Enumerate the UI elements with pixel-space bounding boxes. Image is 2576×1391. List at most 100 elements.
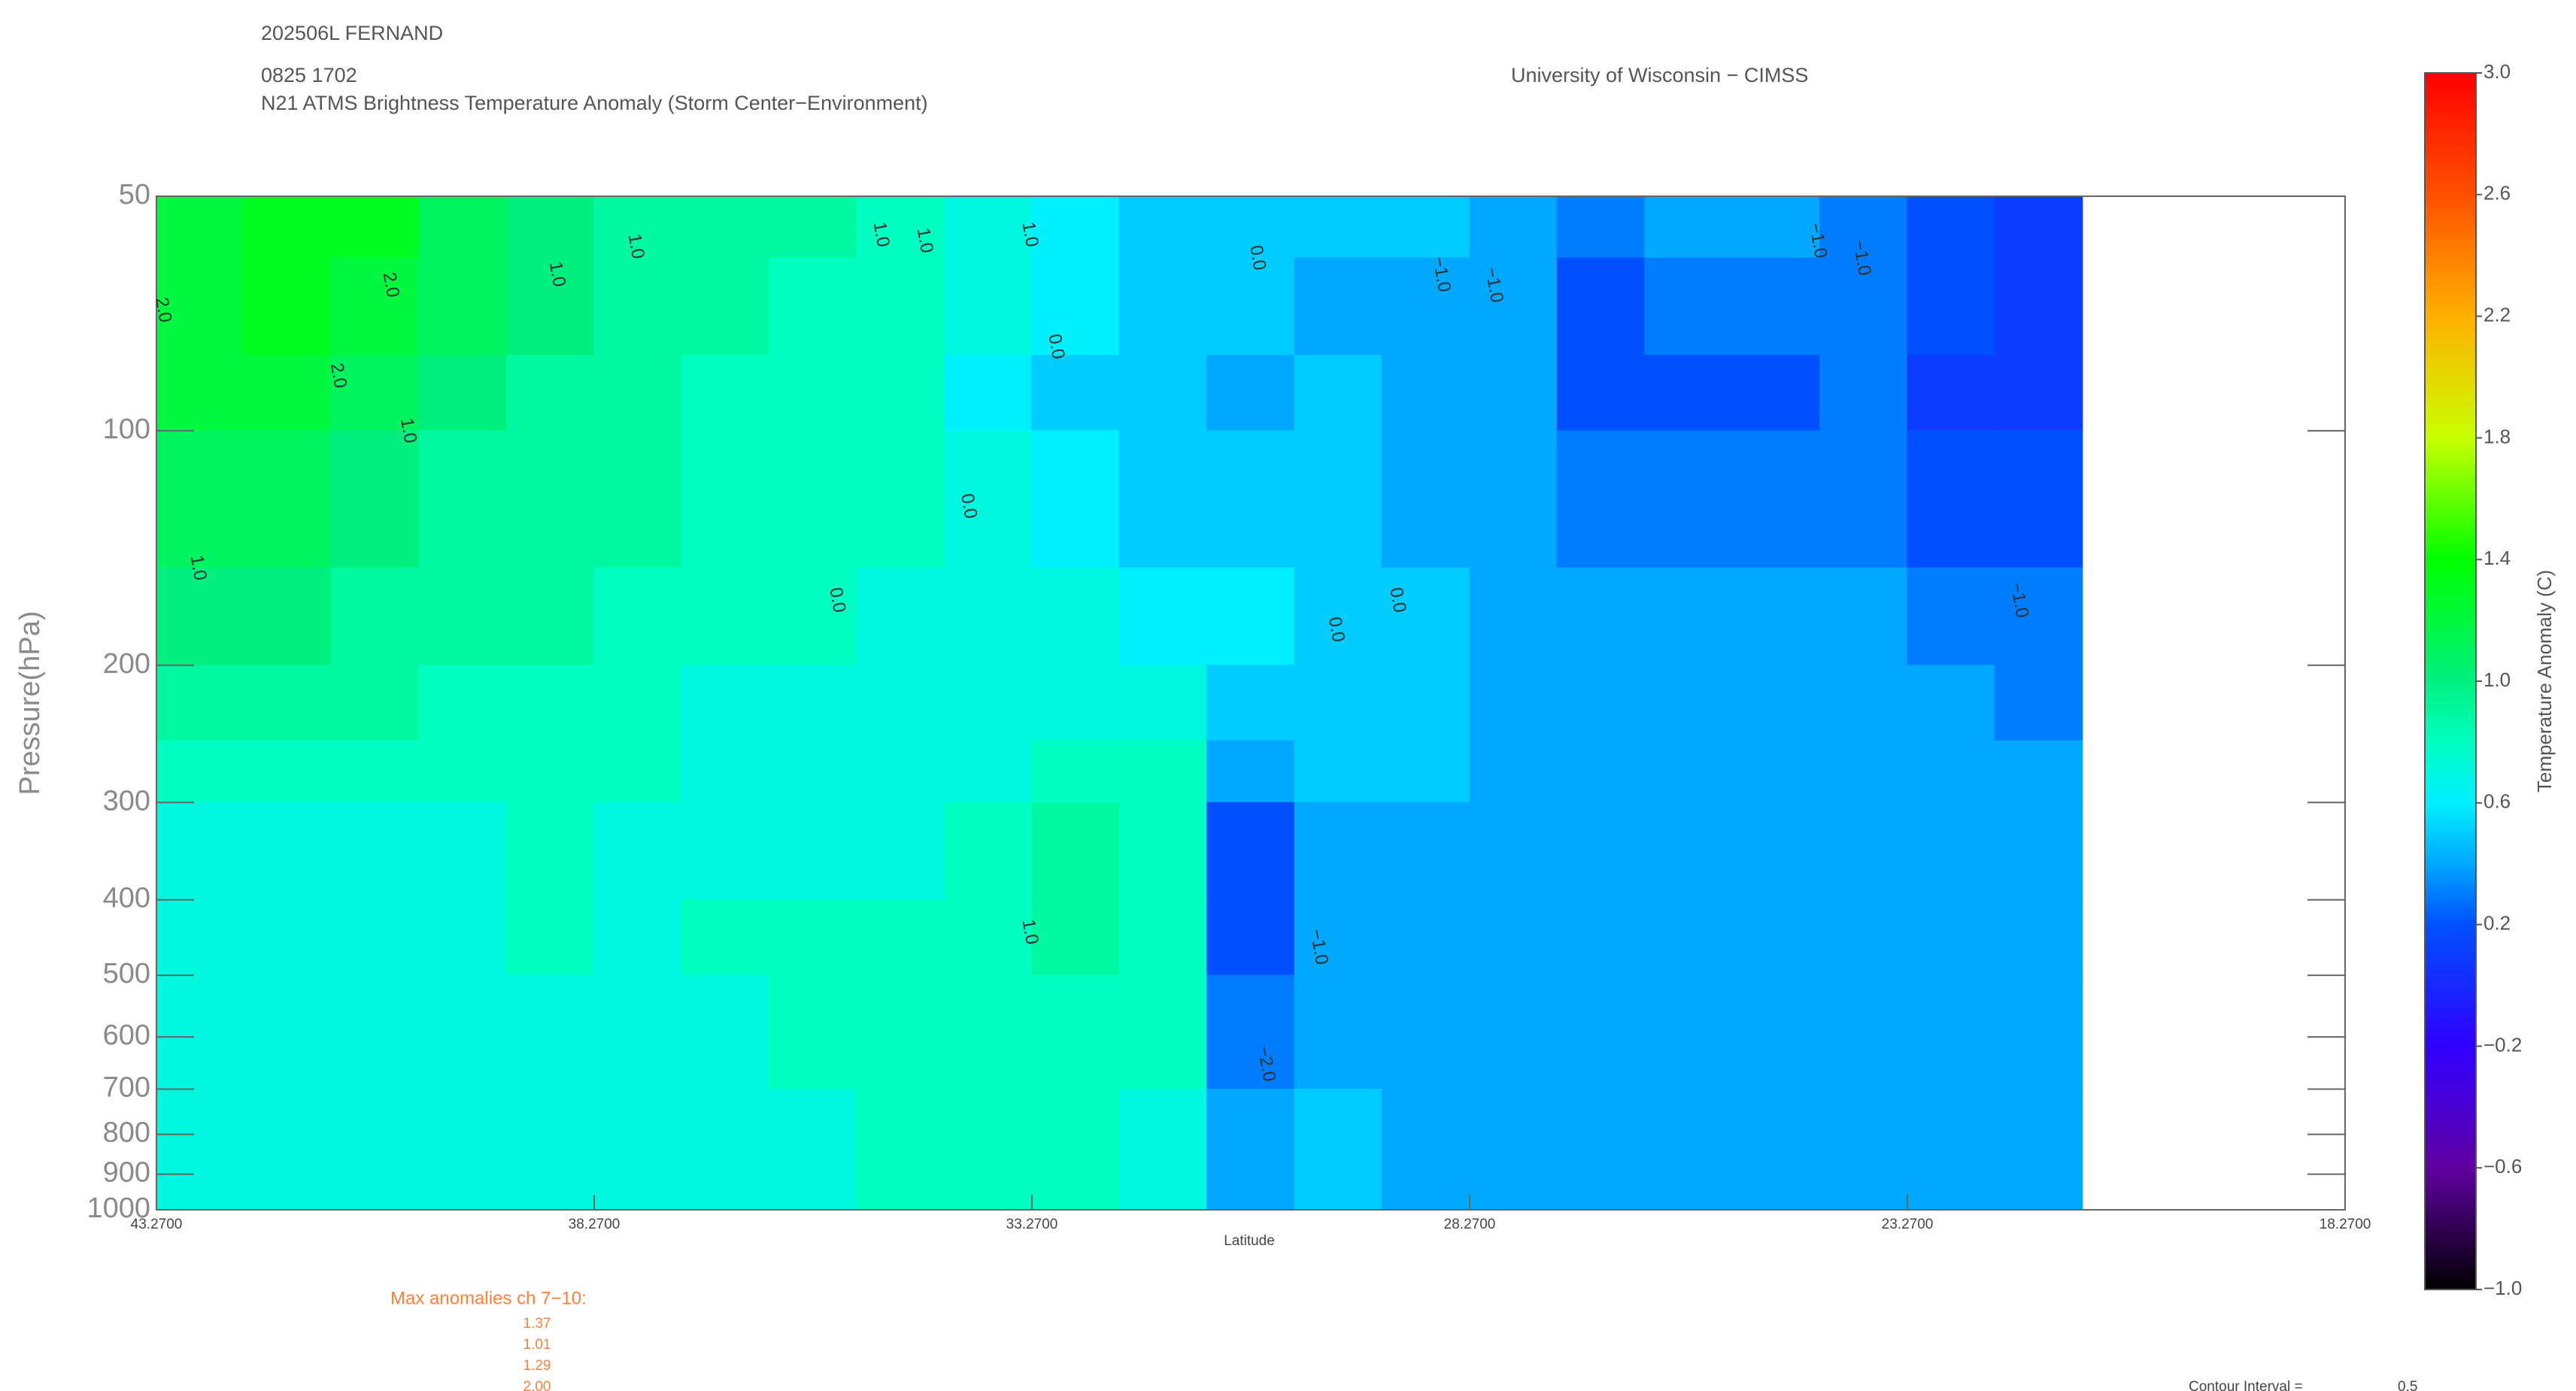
field-cell bbox=[944, 974, 1033, 1090]
chart-subtitle: N21 ATMS Brightness Temperature Anomaly … bbox=[261, 92, 928, 114]
field-cell bbox=[593, 1089, 682, 1211]
field-cell bbox=[1031, 1089, 1120, 1211]
max-anomalies-label: Max anomalies ch 7−10: bbox=[390, 1288, 587, 1308]
y-tick-label: 800 bbox=[103, 1117, 150, 1149]
contour-label: 1.0 bbox=[187, 553, 211, 582]
colorbar-tick-label: 0.6 bbox=[2483, 790, 2511, 813]
field-cell bbox=[1118, 1089, 1208, 1211]
field-cell bbox=[769, 430, 857, 568]
field-cell bbox=[506, 195, 595, 259]
field-cell bbox=[1031, 195, 1120, 259]
field-cell bbox=[1206, 974, 1295, 1090]
field-cell bbox=[243, 899, 332, 976]
field-cell bbox=[1118, 899, 1208, 976]
max-anomaly: 1.01 bbox=[523, 1337, 551, 1353]
field-cell bbox=[1382, 354, 1470, 432]
field-cell bbox=[856, 430, 945, 568]
field-cell bbox=[1294, 567, 1383, 666]
field-cell bbox=[156, 567, 244, 666]
field-cell bbox=[1031, 665, 1120, 741]
field-cell bbox=[418, 1089, 508, 1211]
field-cell bbox=[944, 354, 1033, 432]
field-cell bbox=[1907, 257, 1995, 356]
field-cell bbox=[1907, 899, 1995, 976]
colorbar-tick-label: 3.0 bbox=[2483, 60, 2511, 83]
field-cell bbox=[331, 195, 420, 259]
field-cell bbox=[418, 665, 508, 741]
field-cell bbox=[1206, 665, 1295, 741]
field-cell bbox=[769, 567, 857, 666]
colorbar-tick-label: −1.0 bbox=[2483, 1277, 2522, 1299]
field-cell bbox=[1994, 430, 2083, 568]
field-cell bbox=[1644, 257, 1733, 356]
field-cell bbox=[1556, 354, 1646, 432]
field-cell bbox=[856, 195, 945, 259]
colorbar-tick-label: 1.8 bbox=[2483, 425, 2511, 447]
x-tick-label: 28.2700 bbox=[1444, 1217, 1496, 1232]
field-cell bbox=[1556, 974, 1646, 1090]
field-cell bbox=[243, 974, 332, 1090]
field-cell bbox=[1731, 802, 1821, 901]
y-tick-label: 300 bbox=[103, 785, 150, 817]
contour-label: 1.0 bbox=[1018, 918, 1042, 947]
contour-label: 0.0 bbox=[1246, 244, 1270, 272]
field-cell bbox=[1731, 257, 1821, 356]
field-cell bbox=[1819, 195, 1908, 259]
field-cell bbox=[506, 430, 595, 568]
chart-title: 202506L FERNAND bbox=[261, 22, 443, 44]
field-cell bbox=[1294, 354, 1383, 432]
field-cell bbox=[243, 1089, 332, 1211]
field-cell bbox=[769, 257, 857, 356]
field-cell bbox=[1469, 354, 1558, 432]
field-cell bbox=[1731, 899, 1821, 976]
field-cell bbox=[856, 740, 945, 803]
field-cell bbox=[593, 740, 682, 803]
field-cell bbox=[1469, 899, 1558, 976]
y-tick-label: 600 bbox=[103, 1020, 150, 1051]
field-cell bbox=[331, 802, 420, 901]
field-cell bbox=[506, 1089, 595, 1211]
field-cell bbox=[1469, 740, 1558, 803]
field-cell bbox=[243, 665, 332, 741]
contour-label: 1.0 bbox=[545, 260, 569, 289]
field-cell bbox=[1819, 354, 1908, 432]
field-cell bbox=[1819, 430, 1908, 568]
contour-label: 0.0 bbox=[825, 586, 849, 614]
field-cell bbox=[418, 899, 508, 976]
field-cell bbox=[856, 974, 945, 1090]
field-cell bbox=[1118, 354, 1208, 432]
field-cell bbox=[1118, 430, 1208, 568]
contour-label: 2.0 bbox=[326, 362, 350, 390]
field-cell bbox=[1382, 665, 1470, 741]
field-cell bbox=[1994, 195, 2083, 259]
field-cell bbox=[1819, 802, 1908, 901]
field-cell bbox=[1644, 665, 1733, 741]
field-cell bbox=[1206, 899, 1295, 976]
field-cell bbox=[1469, 195, 1558, 259]
x-tick-label: 23.2700 bbox=[1882, 1217, 1934, 1232]
field-cell bbox=[1382, 974, 1470, 1090]
field-cell bbox=[1731, 567, 1821, 666]
field-cell bbox=[856, 567, 945, 666]
field-cell bbox=[1469, 802, 1558, 901]
field-cell bbox=[1556, 195, 1646, 259]
field-cell bbox=[593, 354, 682, 432]
field-cell bbox=[1294, 899, 1383, 976]
field-cell bbox=[156, 195, 244, 259]
field-cell bbox=[1731, 430, 1821, 568]
field-cell bbox=[681, 257, 770, 356]
field-cell bbox=[856, 802, 945, 901]
y-tick-label: 500 bbox=[103, 958, 150, 989]
field-cell bbox=[1206, 257, 1295, 356]
field-cell bbox=[1994, 257, 2083, 356]
contour-label: 1.0 bbox=[869, 220, 894, 249]
field-cell bbox=[1118, 195, 1208, 259]
colorbar-tick-label: 1.0 bbox=[2483, 668, 2511, 691]
field-cell bbox=[1118, 974, 1208, 1090]
field-cell bbox=[506, 974, 595, 1090]
field-cell bbox=[156, 1089, 244, 1211]
field-cell bbox=[243, 195, 332, 259]
field-cell bbox=[1469, 974, 1558, 1090]
field-cell bbox=[418, 974, 508, 1090]
field bbox=[156, 195, 2083, 1211]
